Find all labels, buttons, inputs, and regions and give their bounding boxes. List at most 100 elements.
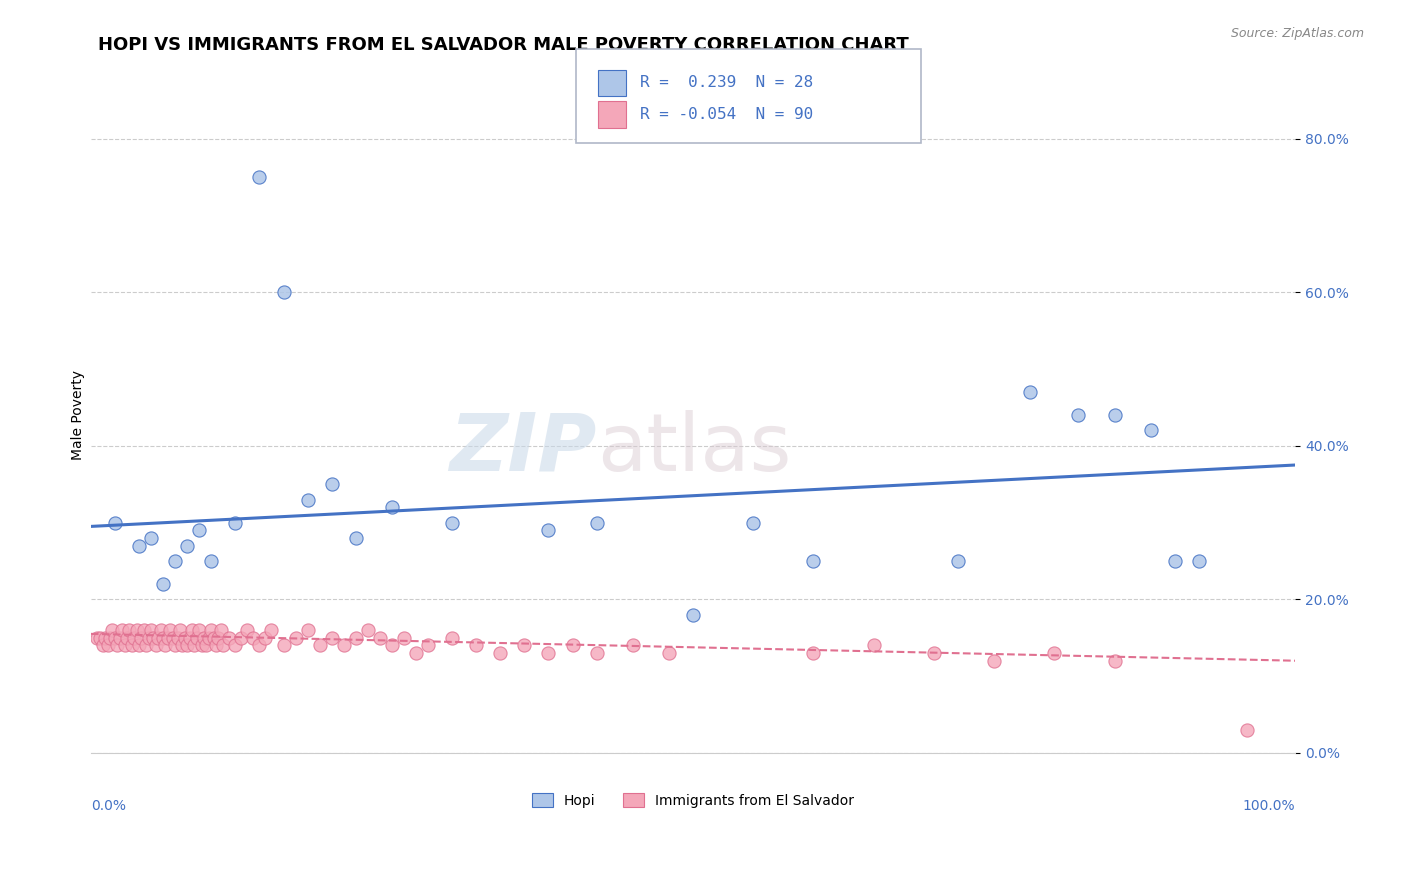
Point: [441, 516, 464, 530]
Point: [97, 639, 120, 653]
Point: [946, 554, 969, 568]
Point: [381, 639, 404, 653]
Point: [297, 492, 319, 507]
Point: [188, 523, 211, 537]
Point: [162, 631, 184, 645]
Point: [159, 623, 181, 637]
Point: [94, 631, 117, 645]
Point: [621, 639, 644, 653]
Point: [742, 516, 765, 530]
Point: [108, 631, 131, 645]
Point: [1236, 723, 1258, 737]
Point: [224, 516, 246, 530]
Point: [207, 631, 229, 645]
Point: [111, 623, 134, 637]
Point: [176, 639, 198, 653]
Y-axis label: Male Poverty: Male Poverty: [72, 370, 86, 460]
Point: [1067, 408, 1090, 422]
Point: [128, 639, 150, 653]
Point: [188, 623, 211, 637]
Text: ZIP: ZIP: [450, 410, 596, 488]
Point: [200, 554, 222, 568]
Point: [212, 639, 235, 653]
Point: [321, 477, 343, 491]
Text: R =  0.239  N = 28: R = 0.239 N = 28: [640, 76, 813, 90]
Point: [273, 639, 295, 653]
Text: Source: ZipAtlas.com: Source: ZipAtlas.com: [1230, 27, 1364, 40]
Point: [658, 646, 681, 660]
Point: [98, 631, 121, 645]
Point: [537, 523, 560, 537]
Point: [231, 631, 253, 645]
Point: [131, 631, 153, 645]
Point: [441, 631, 464, 645]
Text: atlas: atlas: [596, 410, 792, 488]
Point: [166, 631, 188, 645]
Point: [125, 623, 148, 637]
Point: [585, 516, 607, 530]
Point: [138, 631, 160, 645]
Point: [89, 631, 111, 645]
Point: [465, 639, 488, 653]
Point: [236, 623, 259, 637]
Point: [122, 631, 145, 645]
Point: [357, 623, 380, 637]
Point: [115, 631, 138, 645]
Point: [145, 639, 167, 653]
Point: [118, 623, 141, 637]
Point: [513, 639, 536, 653]
Point: [405, 646, 427, 660]
Point: [149, 623, 172, 637]
Point: [224, 639, 246, 653]
Point: [983, 654, 1005, 668]
Point: [105, 639, 128, 653]
Point: [1188, 554, 1211, 568]
Point: [1019, 385, 1042, 400]
Point: [803, 554, 825, 568]
Point: [1164, 554, 1187, 568]
Point: [1104, 654, 1126, 668]
Text: 0.0%: 0.0%: [91, 798, 125, 813]
Point: [176, 539, 198, 553]
Point: [135, 639, 157, 653]
Point: [139, 531, 162, 545]
Point: [273, 285, 295, 300]
Point: [148, 631, 170, 645]
Point: [344, 531, 367, 545]
Point: [190, 639, 212, 653]
Point: [172, 639, 194, 653]
Point: [165, 554, 187, 568]
Point: [284, 631, 307, 645]
Point: [179, 631, 201, 645]
Point: [392, 631, 415, 645]
Point: [242, 631, 264, 645]
Point: [489, 646, 512, 660]
Point: [344, 631, 367, 645]
Text: HOPI VS IMMIGRANTS FROM EL SALVADOR MALE POVERTY CORRELATION CHART: HOPI VS IMMIGRANTS FROM EL SALVADOR MALE…: [98, 36, 910, 54]
Point: [139, 623, 162, 637]
Point: [205, 639, 228, 653]
Point: [585, 646, 607, 660]
Point: [1043, 646, 1066, 660]
Point: [332, 639, 354, 653]
Legend: Hopi, Immigrants from El Salvador: Hopi, Immigrants from El Salvador: [526, 788, 859, 814]
Point: [537, 646, 560, 660]
Point: [114, 639, 136, 653]
Point: [155, 639, 177, 653]
Point: [186, 631, 208, 645]
Point: [1104, 408, 1126, 422]
Text: 100.0%: 100.0%: [1243, 798, 1295, 813]
Point: [368, 631, 391, 645]
Point: [200, 623, 222, 637]
Point: [156, 631, 179, 645]
Point: [152, 631, 174, 645]
Point: [218, 631, 240, 645]
Point: [91, 639, 114, 653]
Point: [254, 631, 277, 645]
Point: [165, 639, 187, 653]
Point: [128, 539, 150, 553]
Point: [202, 631, 225, 645]
Point: [104, 516, 127, 530]
Text: R = -0.054  N = 90: R = -0.054 N = 90: [640, 107, 813, 121]
Point: [198, 631, 221, 645]
